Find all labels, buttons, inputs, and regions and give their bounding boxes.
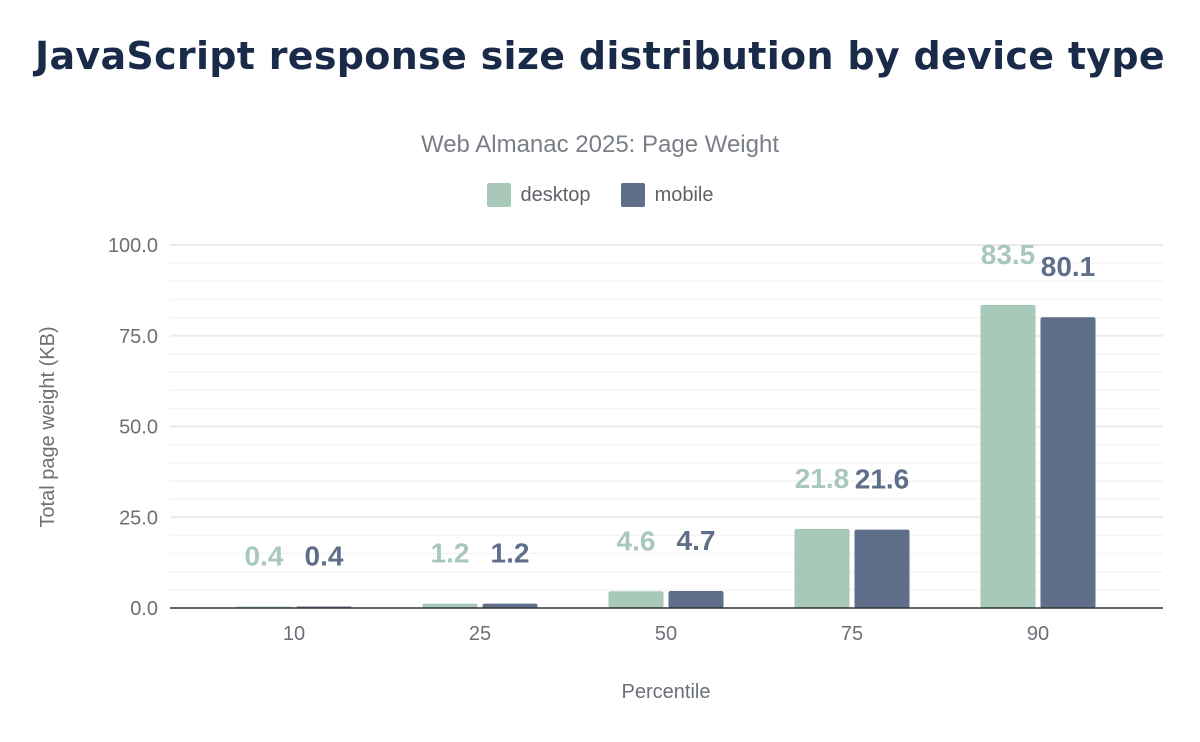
data-label-mobile: 4.7 — [677, 525, 716, 556]
bar-desktop — [608, 591, 664, 608]
y-tick-label: 25.0 — [119, 507, 158, 529]
legend-swatch-mobile — [620, 183, 645, 207]
data-label-desktop: 0.4 — [245, 541, 284, 572]
bar-desktop — [794, 528, 850, 608]
y-tick-label: 50.0 — [119, 417, 158, 439]
legend-label: desktop — [520, 183, 591, 206]
x-tick-label: 25 — [469, 623, 491, 645]
x-axis-label: Percentile — [622, 681, 711, 703]
legend-label: mobile — [654, 183, 714, 206]
y-tick-label: 0.0 — [130, 598, 158, 620]
bar-mobile — [482, 603, 538, 608]
data-label-mobile: 80.1 — [1041, 251, 1096, 282]
bar-mobile — [1040, 317, 1096, 608]
bar-desktop — [422, 603, 478, 608]
legend-item-mobile[interactable]: mobile — [620, 183, 714, 207]
bar-mobile — [668, 590, 724, 608]
x-tick-label: 90 — [1027, 623, 1049, 645]
data-label-desktop: 83.5 — [981, 239, 1036, 270]
y-tick-label: 100.0 — [108, 235, 158, 257]
legend-swatch-desktop — [486, 183, 511, 207]
x-tick-label: 10 — [283, 623, 305, 645]
x-tick-label: 50 — [655, 623, 677, 645]
data-label-mobile: 0.4 — [305, 541, 344, 572]
y-axis-label: Total page weight (KB) — [37, 326, 59, 527]
bar-mobile — [854, 529, 910, 608]
y-tick-label: 75.0 — [119, 326, 158, 348]
data-label-mobile: 21.6 — [855, 464, 910, 495]
chart-subtitle: Web Almanac 2025: Page Weight — [420, 131, 779, 158]
bar-desktop — [980, 304, 1036, 608]
legend: desktop mobile — [0, 183, 1200, 207]
legend-item-desktop[interactable]: desktop — [486, 183, 591, 207]
data-label-desktop: 21.8 — [795, 463, 850, 494]
data-label-mobile: 1.2 — [491, 538, 530, 569]
x-tick-label: 75 — [841, 623, 863, 645]
data-label-desktop: 4.6 — [617, 525, 656, 556]
data-label-desktop: 1.2 — [431, 538, 470, 569]
chart-title: JavaScript response size distribution by… — [35, 34, 1165, 78]
